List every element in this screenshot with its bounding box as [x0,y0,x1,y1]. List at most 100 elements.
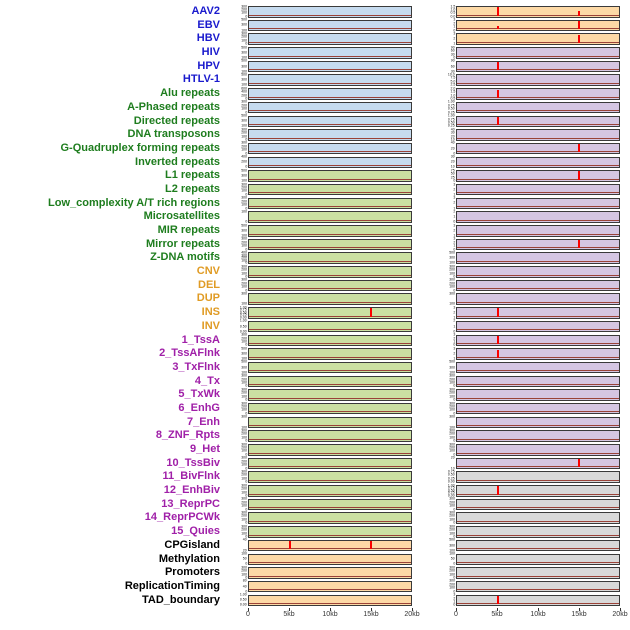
signal-baseline [457,288,619,290]
signal-baseline [249,96,411,98]
track-row: Promoters 300 200 100 0 300 200 100 0 [0,566,630,580]
peak-marker [496,308,499,317]
y-tick-label: 0.50 [240,598,247,603]
y-tick-label: 300 [241,566,247,570]
y-tick-label: 0 [245,521,247,526]
signal-baseline [249,425,411,427]
y-tick-label: 200 [241,131,247,135]
y-tick-label: 0 [245,261,247,266]
right-track-panel [456,252,620,264]
x-tick-label: 5kb [283,611,295,619]
y-tick-label: 200 [241,35,247,40]
left-y-axis: 300 100 [224,292,248,306]
left-y-axis: 300 200 100 0 [224,443,248,457]
y-tick-label: 0.0 [450,15,455,19]
y-tick-label: 100 [241,371,247,375]
y-tick-label: 300 [241,78,247,82]
y-tick-label: 500 [241,114,247,118]
right-y-axis: 300 100 [432,415,456,430]
y-tick-label: 3 [453,333,455,337]
track-row: 5_TxWk 300 200 100 0 300 200 100 0 [0,388,630,402]
signal-baseline [249,55,411,57]
signal-baseline [249,288,411,290]
signal-baseline [457,124,619,125]
y-tick-label: 200 [241,186,247,190]
y-tick-label: 0 [453,603,455,608]
y-tick-label: 200 [449,377,455,382]
left-y-axis: 500 300 100 [224,19,248,33]
row-label: TAD_boundary [141,593,220,606]
x-tick-label: 15kb [363,611,379,619]
row-label: EBV [197,18,220,31]
right-y-axis: 40 20 0 [432,142,456,156]
right-track-panel [456,156,620,169]
y-tick-label: 3 [453,223,455,228]
y-tick-label: 100 [449,285,455,289]
signal-baseline [457,548,619,550]
row-label: Methylation [158,552,220,565]
y-tick-label: 300 [449,365,455,370]
left-y-axis: 300 200 100 0 [224,265,248,279]
right-y-axis: 1.5 1.0 0.5 0.0 [432,5,456,19]
y-tick-label: 300 [241,365,247,370]
left-track-panel [248,444,412,456]
right-track-panel [456,74,620,86]
right-track-panel [456,375,620,388]
right-y-axis: 2.0 1.5 1.0 0.5 [432,87,456,101]
y-tick-label: 0 [245,42,247,47]
signal-baseline [457,520,619,522]
signal-baseline [249,343,411,344]
x-tick-label: 10kb [322,611,338,619]
y-tick-label: 0 [245,494,247,498]
y-tick-label: 0 [245,576,247,580]
x-tick-mark [456,608,457,612]
left-y-axis: 300 200 100 0 [224,128,248,142]
y-tick-label: 500 [241,73,247,77]
row-label: L1 repeats [164,169,220,182]
row-label: Microsatellites [143,210,220,223]
signal-baseline [457,301,619,303]
y-tick-label: 100 [241,285,247,289]
signal-baseline [457,603,619,605]
left-track-panel [248,375,412,388]
y-tick-label: 300 [241,4,247,9]
row-label: G-Quadruplex forming repeats [60,141,220,154]
signal-baseline [249,151,411,153]
left-y-axis: 1.00 0.50 0.00 [224,320,248,334]
y-tick-label: 20 [451,134,455,139]
y-tick-label: 0.75 [448,486,455,490]
y-tick-label: 100 [449,449,455,454]
right-y-axis: 300 200 100 0 [432,374,456,389]
y-tick-label: 2 [453,201,455,206]
y-tick-label: 300 [449,543,455,548]
y-tick-label: 0.50 [240,311,247,315]
signal-baseline [249,165,411,167]
track-row: Inverted repeats 400 200 0 30 20 10 [0,155,630,170]
right-y-axis: 300 200 100 0 [432,580,456,594]
y-tick-label: 500 [241,59,247,64]
y-tick-label: 1 [453,206,455,211]
y-tick-label: 200 [241,268,247,272]
y-tick-label: 200 [449,569,455,573]
right-y-axis: 300 200 100 0 [432,388,456,402]
y-tick-label: 0 [245,453,247,457]
y-tick-label: 90 [451,59,455,64]
signal-baseline [457,370,619,372]
peak-marker [496,6,499,16]
left-track-panel [248,430,412,442]
y-tick-label: 100 [241,436,247,440]
signal-baseline [249,233,411,235]
y-tick-label: 3 [453,593,455,597]
y-tick-label: 500 [449,538,455,543]
right-y-axis: 90 60 30 [432,60,456,74]
track-row: A-Phased repeats 300 200 100 0 1.00 0.75 0.50 0.… [0,101,630,115]
signal-baseline [249,589,411,591]
y-tick-label: 90 [451,45,455,50]
left-track-panel [248,115,412,127]
y-tick-label: 2 [453,229,455,233]
y-tick-label: 100 [241,531,247,536]
x-axis-row: 0 5kb 10kb 15kb 20kb 0 5kb 10kb 15kb 20kb [0,608,630,622]
